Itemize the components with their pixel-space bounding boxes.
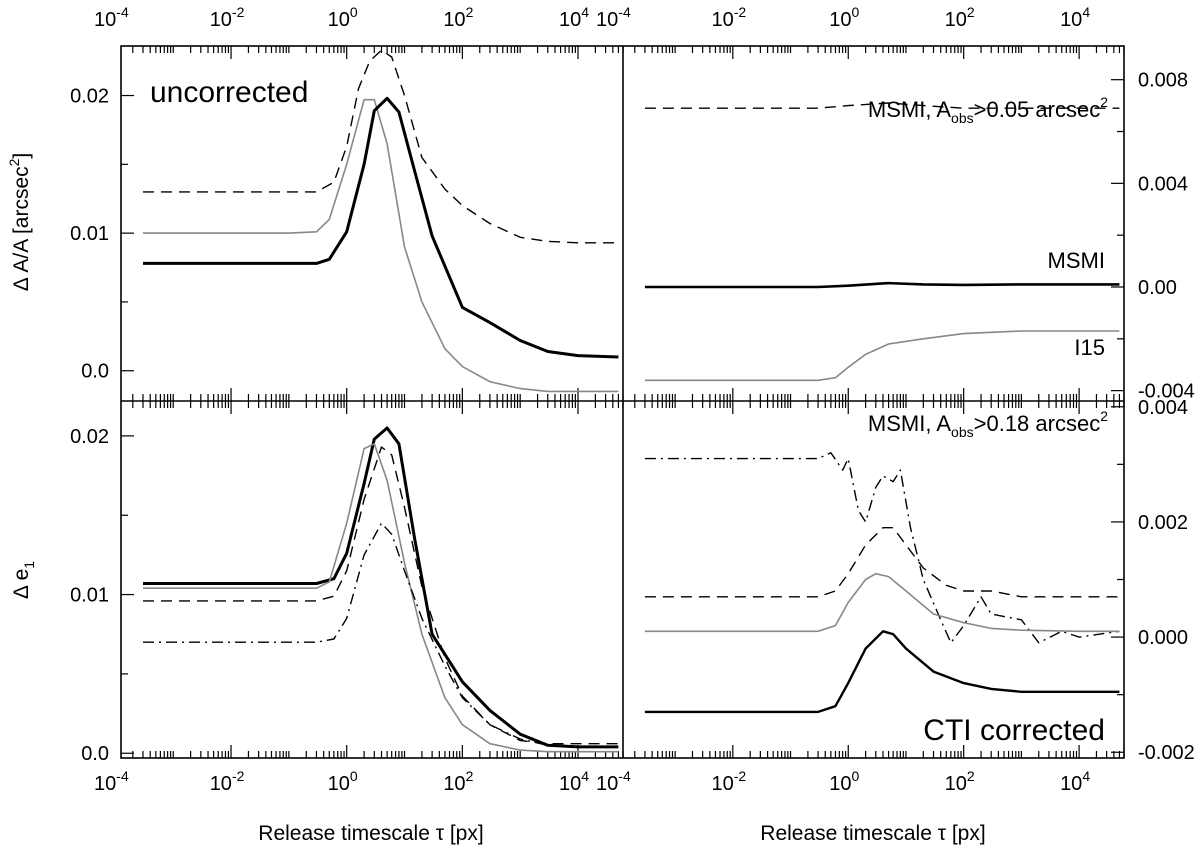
x-tick-label-bottom: 100 [328, 768, 358, 795]
x-tick-label-top: 10-2 [210, 4, 245, 31]
series-label-msmi: MSMI [1048, 248, 1105, 273]
y-tick-label: 0.01 [70, 223, 109, 245]
y-tick-label: 0.000 [1138, 627, 1188, 649]
y-tick-label: 0.0 [81, 743, 109, 765]
series-line-solid [644, 330, 1120, 382]
series-line-dashdot [143, 522, 619, 748]
x-tick-label-top: 100 [829, 4, 859, 31]
y-tick-label: 0.004 [1138, 173, 1188, 195]
annotation-rest: >0.05 arcsec [974, 97, 1101, 122]
series-line-dashed [644, 102, 1120, 109]
y-tick-label: 0.0 [81, 361, 109, 383]
annotation-main: MSMI, A [868, 411, 951, 436]
x-tick-label-top: 104 [1060, 4, 1090, 31]
annotation-sub: obs [951, 424, 974, 440]
y-axis-title-top: Δ A/A [arcsec2] [6, 153, 33, 292]
x-tick-label-bottom: 10-4 [94, 768, 129, 795]
y-axis-title-bottom: Δ e1 [10, 561, 37, 599]
x-tick-label-bottom: 10-4 [596, 768, 631, 795]
annotation-sup: 2 [1100, 408, 1108, 424]
panel-tag-uncorrected: uncorrected [150, 76, 308, 109]
y-tick-label: 0.004 [1138, 397, 1188, 419]
annotation-rest: >0.18 arcsec [974, 411, 1101, 436]
y-tick-label: 0.01 [70, 585, 109, 607]
series-line-solid [143, 96, 619, 359]
annotation-sup: 2 [1100, 94, 1108, 110]
x-tick-label-top: 100 [328, 4, 358, 31]
axis-labels: 0.0 0.01 0.02 -0.004 0.00 0.004 0.008 0.0 0.01 0.… [70, 4, 1195, 795]
axis-ticks [121, 46, 1125, 758]
series-line-solid [644, 281, 1120, 289]
annotation-sub: obs [951, 110, 974, 126]
x-tick-label-top: 10-4 [94, 4, 129, 31]
y-tick-label: -0.002 [1138, 742, 1195, 764]
x-tick-label-top: 102 [443, 4, 473, 31]
x-tick-label-bottom: 10-2 [711, 768, 746, 795]
x-tick-label-bottom: 102 [945, 768, 975, 795]
panel-tag-cti-corrected: CTI corrected [923, 714, 1105, 747]
y-tick-label: 0.02 [70, 426, 109, 448]
x-tick-label-top: 10-2 [711, 4, 746, 31]
x-tick-label-bottom: 104 [1060, 768, 1090, 795]
y-tick-label: 0.00 [1138, 277, 1177, 299]
series-line-dashed [143, 49, 619, 244]
y-tick-label: -0.004 [1138, 381, 1195, 403]
bottom-right-annotation: MSMI, Aobs>0.18 arcsec2 [868, 408, 1108, 440]
series-label-i15: I15 [1074, 335, 1105, 360]
x-axis-title-left: Release timescale τ [px] [258, 822, 483, 845]
series-line-dashdot [644, 452, 1120, 644]
x-tick-label-bottom: 100 [829, 768, 859, 795]
x-tick-label-top: 104 [559, 4, 589, 31]
series-line-solid [143, 98, 619, 393]
series-line-solid [143, 426, 619, 749]
series-line-solid [644, 630, 1120, 714]
x-tick-label-top: 102 [945, 4, 975, 31]
series-line-dashed [143, 446, 619, 745]
series-line-dashed [644, 527, 1120, 598]
annotation-main: MSMI, A [868, 97, 951, 122]
x-tick-label-bottom: 104 [559, 768, 589, 795]
x-tick-label-bottom: 102 [443, 768, 473, 795]
y-tick-label: 0.008 [1138, 70, 1188, 92]
series-line-solid [143, 443, 619, 753]
x-tick-label-bottom: 10-2 [210, 768, 245, 795]
y-tick-label: 0.002 [1138, 512, 1188, 534]
x-axis-title-right: Release timescale τ [px] [760, 822, 985, 845]
x-tick-label-top: 10-4 [596, 4, 631, 31]
data-series [143, 49, 1120, 753]
top-right-annotation: MSMI, Aobs>0.05 arcsec2 [868, 94, 1108, 126]
y-tick-label: 0.02 [70, 86, 109, 108]
series-line-solid [644, 572, 1120, 633]
